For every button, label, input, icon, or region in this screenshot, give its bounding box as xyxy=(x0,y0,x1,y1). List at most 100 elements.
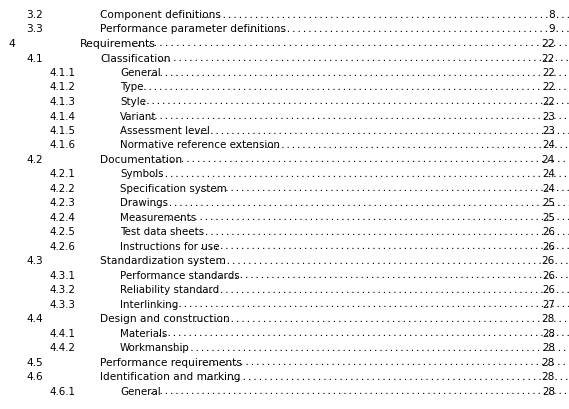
Text: 26: 26 xyxy=(542,256,555,266)
Text: ................................................................................: ........................................… xyxy=(137,83,569,92)
Text: 4.6.1: 4.6.1 xyxy=(50,386,76,396)
Text: 4.3.1: 4.3.1 xyxy=(50,270,76,280)
Text: 28: 28 xyxy=(542,372,555,382)
Text: Assessment level: Assessment level xyxy=(120,126,210,136)
Text: ................................................................................: ........................................… xyxy=(154,155,569,164)
Text: 26: 26 xyxy=(542,270,555,280)
Text: 26: 26 xyxy=(542,227,555,237)
Text: ................................................................................: ........................................… xyxy=(199,285,569,294)
Text: Type: Type xyxy=(120,82,143,92)
Text: ................................................................................: ........................................… xyxy=(193,314,569,323)
Text: 4.5: 4.5 xyxy=(26,357,43,367)
Text: ................................................................................: ........................................… xyxy=(184,126,569,135)
Text: 28: 28 xyxy=(542,343,555,353)
Text: 4.2.1: 4.2.1 xyxy=(50,169,76,179)
Text: 4.2.6: 4.2.6 xyxy=(50,241,76,252)
Text: 4: 4 xyxy=(8,39,15,49)
Text: Style: Style xyxy=(120,97,146,107)
Text: Classification: Classification xyxy=(100,53,171,63)
Text: Interlinking: Interlinking xyxy=(120,299,178,309)
Text: 28: 28 xyxy=(542,314,555,324)
Text: ................................................................................: ........................................… xyxy=(232,25,569,34)
Text: ................................................................................: ........................................… xyxy=(234,141,569,150)
Text: 22: 22 xyxy=(542,82,555,92)
Text: 3.3: 3.3 xyxy=(26,25,43,34)
Text: 22: 22 xyxy=(542,97,555,107)
Text: 28: 28 xyxy=(542,328,555,338)
Text: ................................................................................: ........................................… xyxy=(156,329,569,338)
Text: 25: 25 xyxy=(542,213,555,222)
Text: 4.1.1: 4.1.1 xyxy=(50,68,76,78)
Text: 24: 24 xyxy=(542,140,555,150)
Text: 23: 23 xyxy=(542,126,555,136)
Text: 4.4.1: 4.4.1 xyxy=(50,328,76,338)
Text: 4.2.2: 4.2.2 xyxy=(50,184,76,193)
Text: ................................................................................: ........................................… xyxy=(157,54,569,63)
Text: Identification and marking: Identification and marking xyxy=(100,372,241,382)
Text: 4.3.3: 4.3.3 xyxy=(50,299,76,309)
Text: ................................................................................: ........................................… xyxy=(149,112,569,121)
Text: 27: 27 xyxy=(542,299,555,309)
Text: 26: 26 xyxy=(542,285,555,295)
Text: ................................................................................: ........................................… xyxy=(189,256,569,265)
Text: ................................................................................: ........................................… xyxy=(141,97,569,106)
Text: Workmanship: Workmanship xyxy=(120,343,189,353)
Text: 4.2.5: 4.2.5 xyxy=(50,227,76,237)
Text: 4.4.2: 4.4.2 xyxy=(50,343,76,353)
Text: 24: 24 xyxy=(542,184,555,193)
Text: ................................................................................: ........................................… xyxy=(168,213,569,222)
Text: ................................................................................: ........................................… xyxy=(199,184,569,193)
Text: 4.2: 4.2 xyxy=(26,155,43,164)
Text: 9: 9 xyxy=(549,25,555,34)
Text: Performance standards: Performance standards xyxy=(120,270,240,280)
Text: ................................................................................: ........................................… xyxy=(131,39,569,48)
Text: General: General xyxy=(120,386,160,396)
Text: 4.2.4: 4.2.4 xyxy=(50,213,76,222)
Text: ................................................................................: ........................................… xyxy=(164,343,569,352)
Text: Design and construction: Design and construction xyxy=(100,314,230,324)
Text: 22: 22 xyxy=(542,53,555,63)
Text: 23: 23 xyxy=(542,111,555,121)
Text: Performance parameter definitions: Performance parameter definitions xyxy=(100,25,286,34)
Text: 28: 28 xyxy=(542,357,555,367)
Text: 4.1.3: 4.1.3 xyxy=(50,97,76,107)
Text: Requirements: Requirements xyxy=(80,39,156,49)
Text: Specification system: Specification system xyxy=(120,184,227,193)
Text: ................................................................................: ........................................… xyxy=(205,372,569,381)
Text: 8: 8 xyxy=(549,10,555,20)
Text: Component definitions: Component definitions xyxy=(100,10,221,20)
Text: ................................................................................: ........................................… xyxy=(197,357,569,366)
Text: Reliability standard: Reliability standard xyxy=(120,285,219,295)
Text: 22: 22 xyxy=(542,68,555,78)
Text: 25: 25 xyxy=(542,198,555,208)
Text: 4.3.2: 4.3.2 xyxy=(50,285,76,295)
Text: Normative reference extension: Normative reference extension xyxy=(120,140,280,150)
Text: 22: 22 xyxy=(541,39,555,49)
Text: 24: 24 xyxy=(542,155,555,164)
Text: 4.1: 4.1 xyxy=(26,53,43,63)
Text: ................................................................................: ........................................… xyxy=(149,387,569,396)
Text: ................................................................................: ........................................… xyxy=(149,68,569,77)
Text: ................................................................................: ........................................… xyxy=(184,227,569,236)
Text: Measurements: Measurements xyxy=(120,213,196,222)
Text: 4.1.6: 4.1.6 xyxy=(50,140,76,150)
Text: 4.3: 4.3 xyxy=(26,256,43,266)
Text: Performance requirements: Performance requirements xyxy=(100,357,242,367)
Text: ................................................................................: ........................................… xyxy=(168,300,569,309)
Text: General: General xyxy=(120,68,160,78)
Text: 4.1.2: 4.1.2 xyxy=(50,82,76,92)
Text: Test data sheets: Test data sheets xyxy=(120,227,204,237)
Text: Variant: Variant xyxy=(120,111,156,121)
Text: Documentation: Documentation xyxy=(100,155,182,164)
Text: 26: 26 xyxy=(542,241,555,252)
Text: 28: 28 xyxy=(542,386,555,396)
Text: Standardization system: Standardization system xyxy=(100,256,226,266)
Text: Instructions for use: Instructions for use xyxy=(120,241,220,252)
Text: ................................................................................: ........................................… xyxy=(149,170,569,179)
Text: Symbols: Symbols xyxy=(120,169,163,179)
Text: ................................................................................: ........................................… xyxy=(185,11,569,20)
Text: Materials: Materials xyxy=(120,328,167,338)
Text: ................................................................................: ........................................… xyxy=(199,242,569,251)
Text: ................................................................................: ........................................… xyxy=(153,198,569,207)
Text: 4.1.5: 4.1.5 xyxy=(50,126,76,136)
